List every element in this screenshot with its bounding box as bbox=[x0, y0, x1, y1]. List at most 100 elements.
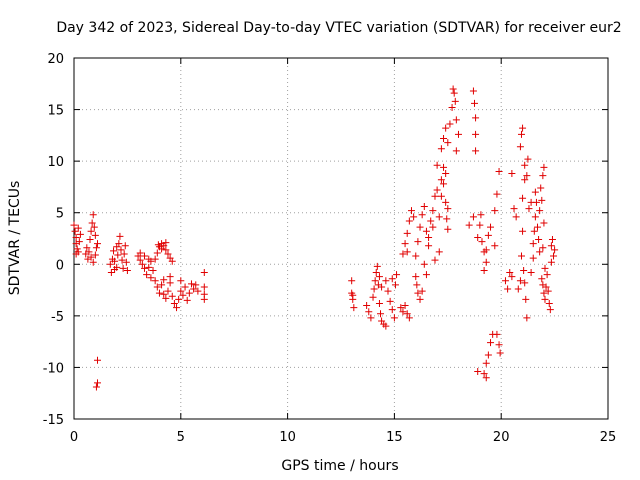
data-point bbox=[116, 232, 124, 240]
data-point bbox=[384, 287, 392, 295]
data-point bbox=[86, 236, 94, 244]
data-point bbox=[547, 242, 555, 250]
data-point bbox=[160, 290, 168, 298]
data-point bbox=[399, 250, 407, 258]
data-point bbox=[413, 281, 421, 289]
data-point bbox=[391, 281, 399, 289]
data-point bbox=[525, 205, 533, 213]
data-point bbox=[76, 230, 84, 238]
data-point bbox=[452, 116, 460, 124]
data-point bbox=[487, 339, 495, 347]
data-point bbox=[521, 161, 529, 169]
data-point bbox=[200, 283, 208, 291]
data-point bbox=[350, 304, 358, 312]
data-point bbox=[546, 306, 554, 314]
data-point bbox=[514, 285, 522, 293]
data-point bbox=[504, 285, 512, 293]
y-tick-label: -15 bbox=[43, 413, 64, 428]
data-point bbox=[177, 287, 185, 295]
data-point bbox=[534, 223, 542, 231]
data-point bbox=[412, 273, 420, 281]
data-point bbox=[469, 213, 477, 221]
data-point bbox=[472, 147, 480, 155]
data-point bbox=[422, 271, 430, 279]
data-point bbox=[168, 257, 176, 265]
data-point bbox=[123, 266, 131, 274]
data-point bbox=[73, 245, 81, 253]
data-point bbox=[520, 266, 528, 274]
data-point bbox=[162, 239, 170, 247]
data-point bbox=[162, 246, 170, 254]
data-point bbox=[541, 295, 549, 303]
data-point bbox=[452, 147, 460, 155]
data-point bbox=[166, 279, 174, 287]
data-point bbox=[372, 269, 380, 277]
data-point bbox=[349, 291, 357, 299]
data-point bbox=[83, 244, 91, 252]
data-point bbox=[516, 143, 524, 151]
data-point bbox=[110, 247, 118, 255]
data-point bbox=[529, 254, 537, 262]
data-point bbox=[72, 250, 80, 258]
data-point bbox=[369, 293, 377, 301]
data-point bbox=[416, 295, 424, 303]
data-point bbox=[192, 281, 200, 289]
data-point bbox=[531, 213, 539, 221]
data-point bbox=[437, 176, 445, 184]
data-point bbox=[550, 252, 558, 260]
data-point bbox=[429, 207, 437, 215]
y-tick-label: 20 bbox=[47, 52, 64, 67]
data-point bbox=[388, 275, 396, 283]
data-point bbox=[510, 205, 518, 213]
data-point bbox=[403, 229, 411, 237]
data-point bbox=[496, 349, 504, 357]
data-point bbox=[529, 240, 537, 248]
data-point bbox=[422, 227, 430, 235]
data-point bbox=[166, 273, 174, 281]
data-point bbox=[471, 99, 478, 107]
data-point bbox=[414, 289, 422, 297]
data-point bbox=[527, 269, 535, 277]
data-point bbox=[114, 251, 122, 259]
data-point bbox=[401, 240, 409, 248]
data-point bbox=[491, 242, 499, 250]
data-point bbox=[121, 242, 129, 250]
data-point bbox=[527, 198, 535, 206]
data-point bbox=[118, 256, 126, 264]
data-point bbox=[537, 184, 545, 192]
data-point bbox=[407, 207, 415, 215]
data-point bbox=[482, 359, 490, 367]
data-point bbox=[480, 266, 488, 274]
data-point bbox=[200, 269, 208, 277]
data-point bbox=[386, 297, 394, 305]
data-point bbox=[517, 252, 525, 260]
data-point bbox=[122, 258, 130, 266]
data-point bbox=[474, 233, 482, 241]
data-point bbox=[138, 260, 146, 268]
data-point bbox=[145, 255, 153, 263]
data-point bbox=[444, 139, 452, 147]
data-point bbox=[90, 223, 98, 231]
data-point bbox=[544, 287, 552, 295]
data-point bbox=[72, 233, 80, 241]
data-point bbox=[93, 356, 101, 364]
data-point bbox=[524, 155, 532, 163]
data-point bbox=[403, 248, 411, 256]
data-point bbox=[477, 211, 485, 219]
data-point bbox=[472, 114, 480, 122]
data-point bbox=[173, 304, 181, 312]
data-point bbox=[519, 227, 527, 235]
data-point bbox=[442, 198, 450, 206]
data-point bbox=[535, 236, 543, 244]
y-tick-label: -5 bbox=[51, 310, 64, 325]
x-axis-label: GPS time / hours bbox=[281, 458, 398, 474]
data-point bbox=[143, 271, 151, 279]
data-point bbox=[140, 252, 148, 260]
data-point bbox=[429, 223, 437, 231]
data-point bbox=[183, 296, 191, 304]
data-point bbox=[87, 227, 95, 235]
data-point bbox=[538, 196, 546, 204]
data-point bbox=[540, 289, 548, 297]
data-point bbox=[89, 258, 97, 266]
